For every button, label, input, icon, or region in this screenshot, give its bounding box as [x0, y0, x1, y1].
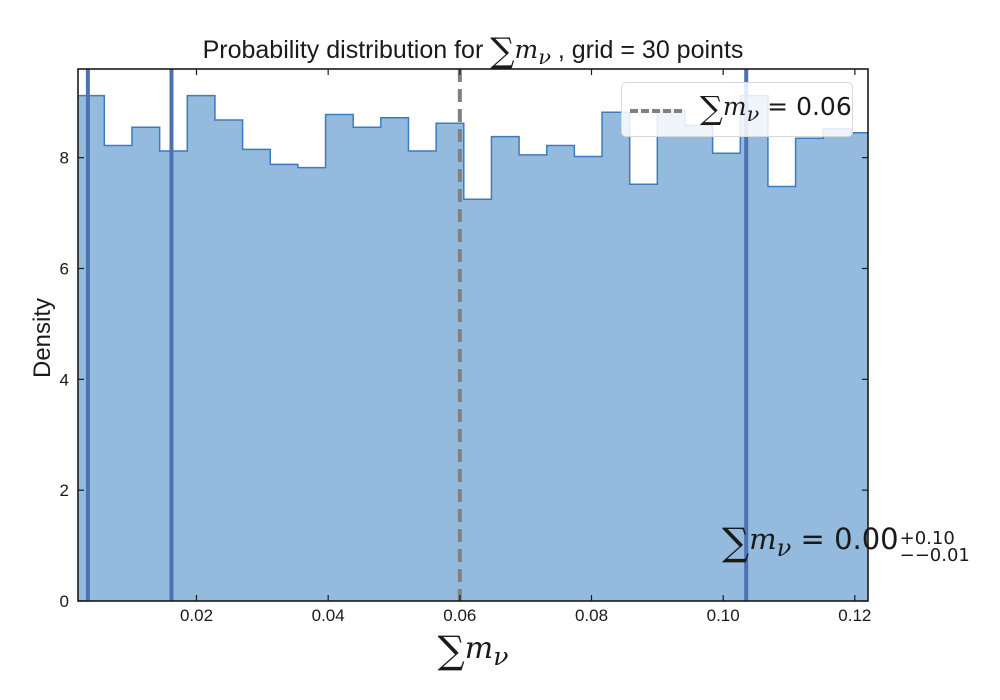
histogram-bar	[159, 151, 188, 601]
histogram-bar	[519, 154, 548, 602]
histogram-bar	[657, 110, 686, 601]
histogram-bar	[187, 95, 216, 601]
histogram-bar	[850, 132, 869, 601]
histogram-bar	[629, 184, 658, 601]
histogram-bar	[353, 127, 382, 601]
legend: ∑mν = 0.06	[621, 82, 853, 137]
ticks: 0.02 0.04 0.06 0.08 0.10 0.12 0 2 4 6 8	[60, 69, 871, 625]
nu-symbol: ν	[746, 102, 760, 126]
title-suffix: , grid = 30 points	[557, 36, 744, 64]
title-prefix: Probability distribution for	[202, 36, 484, 64]
histogram-bar	[684, 125, 714, 602]
histogram-bar	[491, 136, 520, 601]
annotation-errors: +0.10 −−0.01	[899, 528, 970, 566]
m-symbol: m	[514, 35, 539, 64]
histogram-bar	[463, 199, 492, 601]
annotation-value: = 0.00	[791, 522, 899, 556]
histogram-bar	[546, 145, 575, 601]
m-symbol: m	[464, 631, 494, 666]
sum-symbol: ∑	[437, 628, 465, 672]
histogram-bar	[602, 112, 631, 601]
plot-frame	[77, 68, 869, 602]
x-tick-label: 0.08	[575, 606, 608, 625]
legend-label: ∑mν = 0.06	[700, 89, 852, 127]
histogram-bar	[767, 186, 797, 601]
y-tick-label: 0	[60, 592, 69, 611]
histogram-bar	[297, 167, 327, 601]
m-symbol: m	[722, 92, 747, 121]
annotation-lower-error: −−0.01	[899, 545, 970, 566]
histogram-bar	[712, 153, 741, 601]
y-tick-label: 2	[60, 481, 69, 500]
x-tick-label: 0.12	[838, 606, 871, 625]
y-axis-label: Density	[29, 297, 56, 379]
histogram-bar	[214, 119, 244, 601]
x-tick-label: 0.04	[312, 606, 345, 625]
chart-title: Probability distribution for ∑mν , grid …	[78, 31, 868, 71]
y-tick-label: 8	[60, 149, 69, 168]
sum-symbol: ∑	[490, 31, 515, 71]
histogram-bar	[242, 149, 271, 601]
result-annotation: ∑mν = 0.00 +0.10 −−0.01	[722, 520, 970, 566]
nu-symbol: ν	[538, 45, 551, 69]
sum-symbol: ∑	[722, 520, 750, 564]
legend-value: = 0.06	[759, 92, 852, 121]
x-axis-label: ∑mν	[438, 628, 509, 672]
x-tick-label: 0.02	[180, 606, 213, 625]
axes	[77, 68, 869, 602]
nu-symbol: ν	[493, 642, 509, 671]
histogram-bar	[325, 114, 354, 602]
histogram-bar	[131, 127, 161, 601]
histogram-bar	[823, 128, 852, 601]
x-tick-label: 0.10	[707, 606, 740, 625]
y-tick-label: 6	[60, 260, 69, 279]
legend-dashed-line	[630, 109, 682, 113]
histogram-bar	[270, 164, 299, 602]
sum-symbol: ∑	[700, 89, 723, 127]
histogram-bar	[380, 117, 409, 602]
m-symbol: m	[749, 522, 777, 556]
marker-lines	[85, 69, 749, 601]
histogram-bar	[574, 156, 603, 601]
histogram-bar	[408, 151, 437, 601]
annotation-upper-error: +0.10	[899, 528, 955, 549]
y-tick-label: 4	[60, 370, 69, 389]
histogram-bar	[78, 95, 105, 601]
histogram-bar	[795, 138, 824, 602]
x-tick-label: 0.06	[443, 606, 476, 625]
nu-symbol: ν	[776, 533, 792, 562]
histogram-bar	[104, 145, 133, 601]
histogram-bars	[78, 94, 869, 602]
